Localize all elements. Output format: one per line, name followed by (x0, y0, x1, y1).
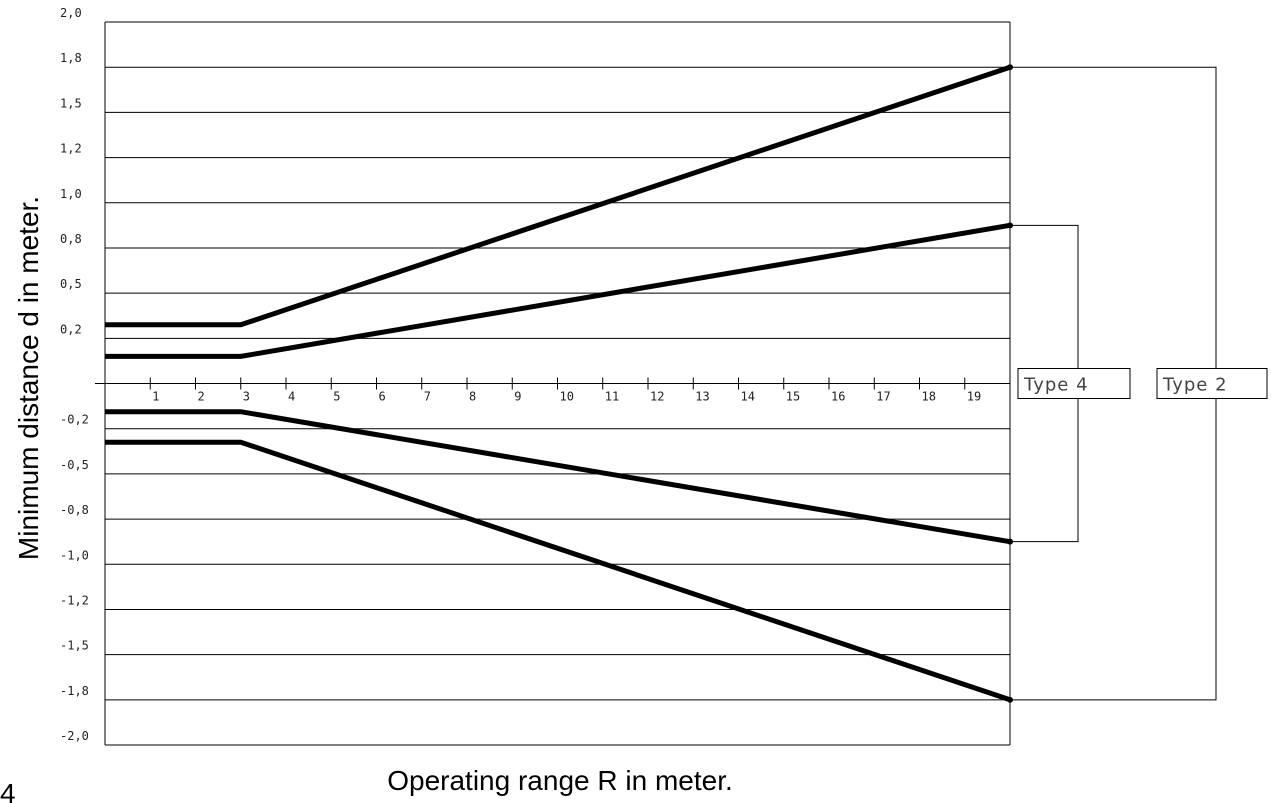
y-tick-label: -0,5 (60, 458, 89, 472)
y-tick-label: 0,2 (60, 322, 82, 336)
y-tick-label: -1,8 (60, 684, 89, 698)
x-tick-label: 18 (922, 390, 936, 404)
y-tick-label: 1,8 (60, 51, 82, 65)
y-tick-labels: 2,0 1,8 1,5 1,2 1,0 0,8 0,5 0,2 -0,2 -0,5 -0,8 -1,0… (60, 6, 89, 743)
y-tick-label: -0,2 (60, 413, 89, 427)
x-tick-label: 7 (424, 390, 431, 404)
x-tick-label: 5 (333, 390, 340, 404)
grid-lines (95, 22, 1010, 745)
x-tick-label: 12 (650, 390, 664, 404)
x-tick-label: 19 (967, 390, 981, 404)
y-axis-title: Minimum distance d in meter. (13, 196, 44, 560)
x-tick-label: 14 (741, 390, 755, 404)
y-tick-label: -0,8 (60, 503, 89, 517)
x-axis-title: Operating range R in meter. (387, 765, 733, 796)
corner-label: 4 (0, 778, 16, 803)
y-tick-label: 2,0 (60, 6, 82, 20)
y-tick-label: -1,0 (60, 548, 89, 562)
bracket-label: Type 2 (1162, 375, 1228, 396)
x-tick-label: 16 (831, 390, 845, 404)
type-brackets: Type 4 Type 2 (1010, 67, 1267, 700)
series-line-1 (105, 67, 1010, 325)
y-tick-label: -1,2 (60, 593, 89, 607)
y-tick-label: -1,5 (60, 639, 89, 653)
y-tick-label: 1,2 (60, 142, 82, 156)
x-tick-label: 8 (469, 390, 476, 404)
x-tick-label: 9 (514, 390, 521, 404)
x-tick-label: 3 (243, 390, 250, 404)
x-tick-label: 2 (198, 390, 205, 404)
x-tick-label: 17 (876, 390, 890, 404)
x-tick-label: 4 (288, 390, 295, 404)
y-tick-label: 0,8 (60, 232, 82, 246)
y-tick-label: -2,0 (60, 729, 89, 743)
x-tick-label: 1 (152, 390, 159, 404)
y-tick-label: 1,0 (60, 187, 82, 201)
x-tick-label: 15 (786, 390, 800, 404)
series-line-3 (105, 412, 1010, 542)
bracket-label: Type 4 (1023, 375, 1089, 396)
y-tick-label: 1,5 (60, 96, 82, 110)
y-tick-label: 0,5 (60, 277, 82, 291)
series-line-2 (105, 225, 1010, 356)
x-tick-label: 10 (560, 390, 574, 404)
series-line-4 (105, 442, 1010, 700)
x-tick-label: 11 (605, 390, 619, 404)
x-tick-label: 13 (695, 390, 709, 404)
x-tick-label: 6 (379, 390, 386, 404)
x-axis: 1 2 3 4 5 6 7 8 9 10 11 12 13 14 15 16 17 18 19 (150, 378, 981, 404)
